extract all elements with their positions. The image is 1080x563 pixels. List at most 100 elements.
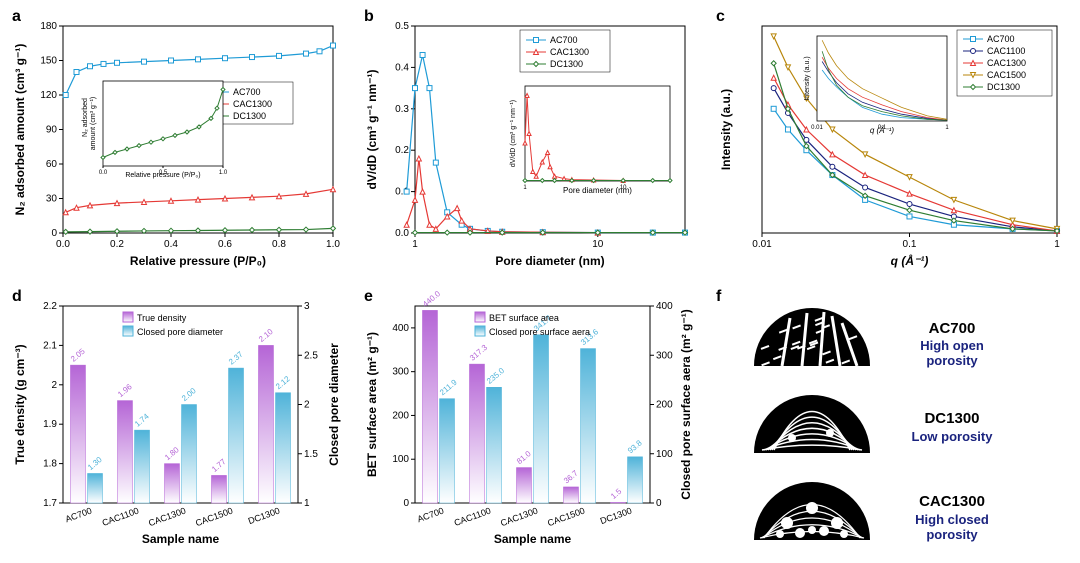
svg-text:100: 100	[656, 449, 673, 460]
svg-text:q (Å⁻¹): q (Å⁻¹)	[891, 254, 929, 268]
svg-text:2.37: 2.37	[227, 349, 245, 366]
svg-text:High closed: High closed	[915, 512, 989, 527]
svg-text:2.00: 2.00	[180, 386, 198, 403]
svg-text:DC1300: DC1300	[987, 82, 1020, 92]
panel-d: d 1.71.81.922.12.211.522.532.051.30AC700…	[8, 288, 348, 558]
svg-text:2: 2	[304, 400, 310, 411]
svg-text:30: 30	[46, 194, 58, 205]
svg-text:400: 400	[392, 323, 409, 334]
svg-text:AC700: AC700	[64, 505, 93, 524]
panel-a-chart: 03060901201501800.00.20.40.60.81.0Relati…	[8, 8, 348, 278]
svg-text:dV/dD (cm³ g⁻¹ nm⁻¹): dV/dD (cm³ g⁻¹ nm⁻¹)	[510, 100, 517, 167]
panel-d-label: d	[12, 288, 22, 306]
svg-text:Relative pressure (P/P₀): Relative pressure (P/P₀)	[130, 254, 266, 268]
panel-b: b 0.00.10.20.30.40.5110Pore diameter (nm…	[360, 8, 700, 278]
svg-text:CAC1300: CAC1300	[919, 493, 985, 510]
svg-text:1.77: 1.77	[210, 457, 228, 474]
svg-text:150: 150	[40, 56, 57, 67]
svg-text:DC1300: DC1300	[599, 505, 633, 526]
svg-text:CAC1100: CAC1100	[101, 505, 140, 528]
svg-text:60: 60	[46, 159, 58, 170]
svg-text:2: 2	[51, 380, 57, 391]
svg-text:2.2: 2.2	[43, 301, 57, 312]
svg-text:1.30: 1.30	[86, 455, 104, 472]
svg-text:AC700: AC700	[233, 87, 261, 97]
svg-text:1.80: 1.80	[163, 445, 181, 462]
svg-text:0.8: 0.8	[272, 239, 286, 250]
svg-text:235.0: 235.0	[485, 366, 507, 386]
svg-text:DC1300: DC1300	[550, 59, 583, 69]
svg-text:1.5: 1.5	[609, 486, 624, 500]
svg-text:10: 10	[592, 239, 604, 250]
svg-text:1.0: 1.0	[219, 170, 228, 176]
svg-text:Closed pore diameter: Closed pore diameter	[137, 327, 223, 337]
svg-text:AC700: AC700	[987, 34, 1015, 44]
svg-text:0: 0	[51, 228, 57, 239]
svg-text:0.5: 0.5	[159, 170, 168, 176]
svg-text:1.7: 1.7	[43, 498, 57, 509]
svg-text:300: 300	[656, 350, 673, 361]
svg-text:100: 100	[392, 454, 409, 465]
svg-text:DC1300: DC1300	[247, 505, 281, 526]
svg-text:0.0: 0.0	[56, 239, 70, 250]
svg-text:0.01: 0.01	[752, 239, 772, 250]
svg-text:0: 0	[656, 498, 662, 509]
svg-text:1: 1	[304, 498, 310, 509]
svg-text:Pore diameter (nm): Pore diameter (nm)	[495, 254, 604, 268]
svg-text:1.8: 1.8	[43, 459, 57, 470]
svg-text:Closed pore diameter: Closed pore diameter	[327, 343, 341, 466]
svg-text:CAC1500: CAC1500	[194, 505, 234, 528]
panel-b-chart: 0.00.10.20.30.40.5110Pore diameter (nm)d…	[360, 8, 700, 278]
svg-text:200: 200	[392, 410, 409, 421]
svg-text:0.1: 0.1	[903, 239, 917, 250]
svg-text:CAC1500: CAC1500	[987, 70, 1026, 80]
panel-e: e 01002003004000100200300400440.0211.9AC…	[360, 288, 700, 558]
panel-a-label: a	[12, 8, 21, 26]
svg-text:CAC1300: CAC1300	[550, 47, 589, 57]
svg-text:Intensity (a.u.): Intensity (a.u.)	[719, 89, 733, 170]
panel-b-label: b	[364, 8, 374, 26]
svg-text:Sample name: Sample name	[142, 532, 220, 546]
svg-text:0.01: 0.01	[811, 125, 823, 131]
svg-text:0.4: 0.4	[395, 62, 409, 73]
svg-text:CAC1100: CAC1100	[987, 46, 1025, 56]
svg-text:DC1300: DC1300	[924, 410, 979, 427]
svg-text:dV/dD (cm³ g⁻¹ nm⁻¹): dV/dD (cm³ g⁻¹ nm⁻¹)	[365, 70, 379, 190]
panel-f-label: f	[716, 288, 721, 306]
svg-text:True density (g cm⁻³): True density (g cm⁻³)	[13, 344, 27, 464]
svg-text:93.8: 93.8	[626, 438, 644, 455]
panel-e-label: e	[364, 288, 373, 306]
svg-text:DC1300: DC1300	[233, 111, 266, 121]
svg-text:0.2: 0.2	[395, 145, 409, 156]
svg-text:Closed pore surface aera (m² g: Closed pore surface aera (m² g⁻¹)	[679, 309, 693, 499]
svg-text:1.96: 1.96	[116, 382, 134, 399]
svg-text:0: 0	[403, 498, 409, 509]
svg-text:1.74: 1.74	[133, 411, 151, 428]
svg-text:CAC1500: CAC1500	[546, 505, 586, 528]
svg-text:2.5: 2.5	[304, 350, 318, 361]
svg-text:Sample name: Sample name	[494, 532, 572, 546]
svg-text:High open: High open	[920, 338, 984, 353]
svg-text:Low porosity: Low porosity	[912, 429, 994, 444]
svg-text:AC700: AC700	[416, 505, 445, 524]
svg-text:400: 400	[656, 301, 673, 312]
svg-text:200: 200	[656, 400, 673, 411]
svg-text:1: 1	[1054, 239, 1060, 250]
svg-text:10: 10	[620, 185, 627, 191]
svg-text:porosity: porosity	[926, 527, 978, 542]
svg-text:amount (cm³ g⁻¹): amount (cm³ g⁻¹)	[90, 97, 97, 150]
svg-text:211.9: 211.9	[438, 377, 459, 397]
svg-text:Closed pore surface aera: Closed pore surface aera	[489, 327, 590, 337]
svg-text:0.1: 0.1	[878, 125, 887, 131]
svg-text:N₂ adsorbed: N₂ adsorbed	[82, 98, 89, 137]
svg-text:CAC1300: CAC1300	[233, 99, 272, 109]
svg-text:BET surface area (m² g⁻¹): BET surface area (m² g⁻¹)	[365, 332, 379, 477]
svg-text:N₂ adsorbed amount (cm³ g⁻¹): N₂ adsorbed amount (cm³ g⁻¹)	[13, 44, 27, 216]
panel-f-schematics: AC700High open porosity DC1300 Low porosity…	[712, 288, 1072, 558]
svg-text:1: 1	[523, 185, 527, 191]
svg-text:CAC1100: CAC1100	[453, 505, 492, 528]
svg-text:AC700: AC700	[929, 320, 976, 337]
svg-text:2.12: 2.12	[274, 374, 292, 391]
svg-text:90: 90	[46, 125, 58, 136]
svg-text:0.0: 0.0	[99, 170, 108, 176]
